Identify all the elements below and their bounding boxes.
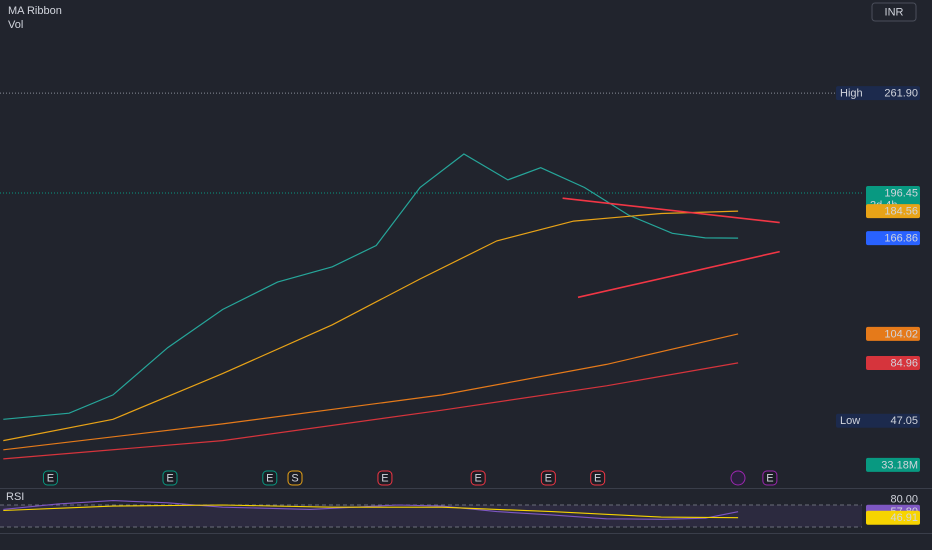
rsi-value-box: [866, 510, 920, 525]
event-marker: [540, 470, 556, 486]
moving-average: [3, 153, 739, 420]
price-label: 184.56: [884, 205, 918, 217]
currency[interactable]: INR: [885, 6, 904, 18]
price-label: 261.90: [884, 88, 918, 100]
event-label: E: [266, 472, 273, 484]
event-label: E: [545, 472, 552, 484]
event-label: E: [381, 472, 388, 484]
trendline: [577, 250, 780, 299]
event-label: E: [594, 472, 601, 484]
moving-average: [3, 362, 739, 460]
volume-label: 33.18M: [881, 459, 918, 471]
event-label: E: [166, 472, 173, 484]
price-label: 196.45: [884, 187, 918, 199]
volume-label-box: [866, 457, 920, 472]
rsi-line: [3, 500, 739, 520]
price-label-title: High: [840, 88, 863, 100]
event-marker: [470, 470, 486, 486]
price-label-box: [866, 204, 920, 219]
rsi-title: RSI: [6, 491, 24, 503]
event-marker: [590, 470, 606, 486]
trendline: [562, 197, 780, 224]
price-label-box: [866, 355, 920, 370]
price-label: 47.05: [890, 415, 918, 427]
event-marker: [287, 470, 303, 486]
event-marker: [162, 470, 178, 486]
moving-average: [3, 333, 739, 451]
event-label: E: [47, 472, 54, 484]
event-label: E: [474, 472, 481, 484]
event-label: S: [291, 472, 298, 484]
rsi-band: [0, 505, 862, 527]
rsi-tick-label: 80.00: [890, 493, 918, 505]
dividend-icon[interactable]: [730, 470, 746, 486]
price-label-title: Low: [840, 415, 860, 427]
price-label-box: [836, 413, 920, 428]
currency-box[interactable]: [871, 2, 917, 22]
price-label-box: [836, 86, 920, 101]
rsi-line: [3, 504, 739, 519]
indicator-label: MA Ribbon: [8, 5, 62, 17]
event-marker: [262, 470, 278, 486]
price-label: 104.02: [884, 328, 918, 340]
indicator-label: Vol: [8, 19, 23, 31]
event-label: E: [766, 472, 773, 484]
event-marker: [377, 470, 393, 486]
event-marker: [762, 470, 778, 486]
price-label-box: [866, 231, 920, 246]
price-label: 166.86: [884, 232, 918, 244]
moving-average: [3, 210, 739, 442]
rsi-value-label: 46.91: [890, 512, 918, 524]
price-label-box: [866, 326, 920, 341]
price-label: 84.96: [890, 357, 918, 369]
event-marker: [42, 470, 58, 486]
